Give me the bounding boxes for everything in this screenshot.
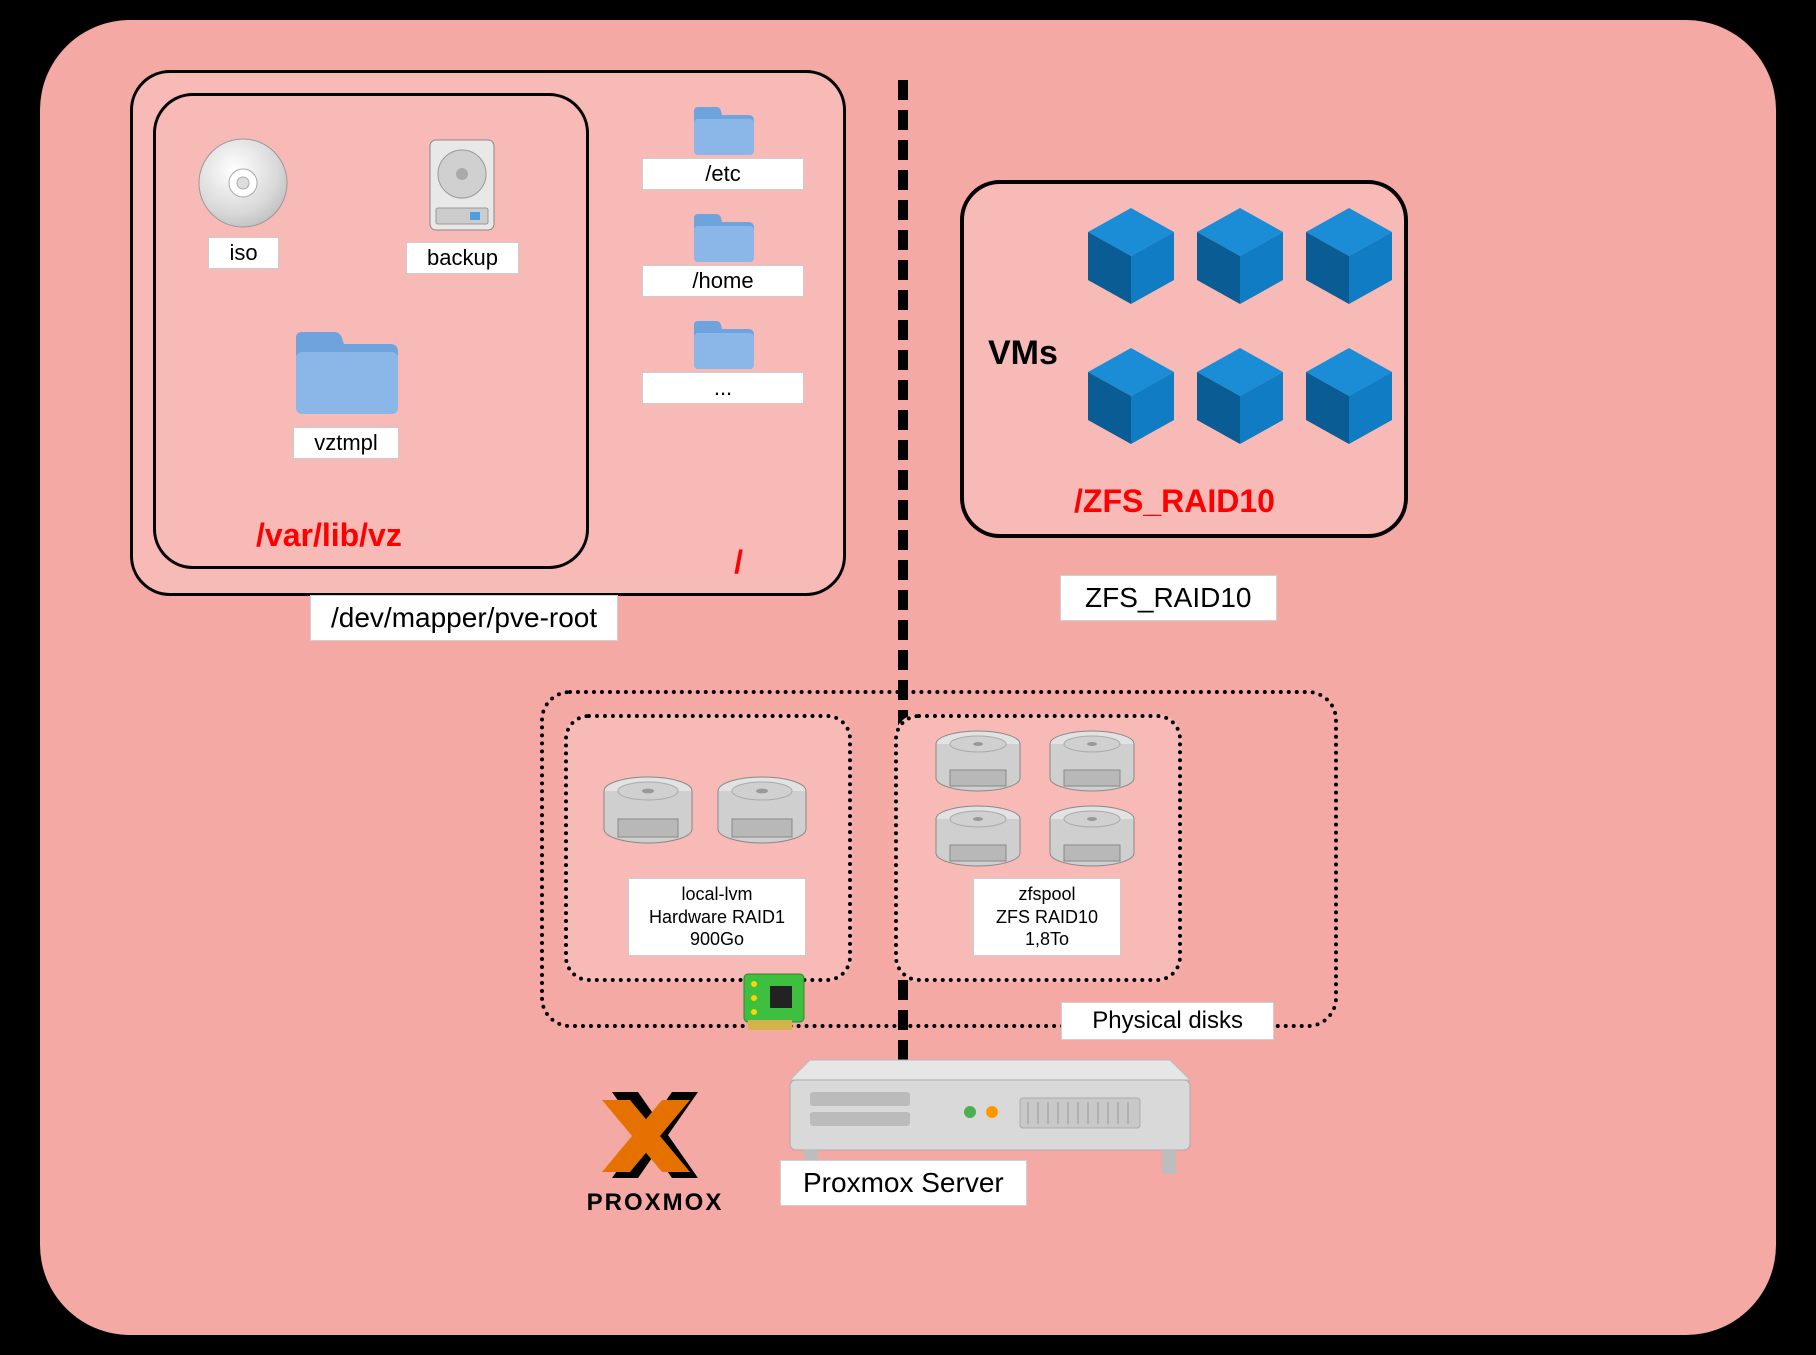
l3: 900Go xyxy=(690,929,744,949)
folder-etc-label: /etc xyxy=(642,158,804,190)
vz-box: iso backup vztmpl xyxy=(153,93,589,569)
hdd-icon xyxy=(712,773,812,851)
zfs-pool-label: ZFS_RAID10 xyxy=(1060,575,1277,621)
vztmpl-label: vztmpl xyxy=(293,427,399,459)
folder-more: ... xyxy=(633,317,813,404)
vz-path: /var/lib/vz xyxy=(256,517,402,554)
zfs-box: VMs /ZFS_RAID10 xyxy=(960,180,1408,538)
proxmox-brand: PROXMOX xyxy=(580,1189,730,1217)
raid-card-icon xyxy=(734,964,814,1034)
folder-home-label: /home xyxy=(642,265,804,297)
l1: local-lvm xyxy=(681,884,752,904)
proxmox-logo-icon xyxy=(580,1080,730,1190)
cube-icon xyxy=(1193,344,1288,449)
hdd-icon xyxy=(422,136,502,236)
folder-icon xyxy=(688,103,758,158)
iso-item: iso xyxy=(196,136,291,269)
folder-icon xyxy=(286,326,406,421)
disk-pair xyxy=(598,773,812,851)
backup-label: backup xyxy=(406,242,519,274)
physical-disks-label: Physical disks xyxy=(1061,1002,1274,1040)
r3: 1,8To xyxy=(1025,929,1069,949)
folder-icon xyxy=(688,317,758,372)
hdd-icon xyxy=(598,773,698,851)
disk-row xyxy=(928,728,1142,798)
cube-row-1 xyxy=(1084,204,1397,309)
vztmpl-item: vztmpl xyxy=(286,326,406,459)
zfs-path: /ZFS_RAID10 xyxy=(1074,483,1275,520)
root-folders: /etc /home ... xyxy=(633,103,813,424)
physical-disks-box: local-lvm Hardware RAID1 900Go zfspool Z… xyxy=(540,690,1338,1028)
folder-etc: /etc xyxy=(633,103,813,190)
cube-row-2 xyxy=(1084,344,1397,449)
disk-row xyxy=(928,803,1142,873)
folder-icon xyxy=(688,210,758,265)
hdd-icon xyxy=(1042,803,1142,873)
l2: Hardware RAID1 xyxy=(649,907,785,927)
hdd-icon xyxy=(1042,728,1142,798)
cube-icon xyxy=(1084,344,1179,449)
hdd-icon xyxy=(928,803,1028,873)
server xyxy=(760,1050,1190,1160)
pve-root-label: /dev/mapper/pve-root xyxy=(310,595,618,641)
iso-label: iso xyxy=(208,237,278,269)
backup-item: backup xyxy=(406,136,519,274)
disc-icon xyxy=(196,136,291,231)
root-path: / xyxy=(734,544,743,581)
hdd-icon xyxy=(928,728,1028,798)
folder-home: /home xyxy=(633,210,813,297)
local-lvm-label: local-lvm Hardware RAID1 900Go xyxy=(628,878,806,956)
r2: ZFS RAID10 xyxy=(996,907,1098,927)
folder-more-label: ... xyxy=(642,372,804,404)
zfspool-label: zfspool ZFS RAID10 1,8To xyxy=(973,878,1121,956)
pve-root-box: iso backup vztmpl xyxy=(130,70,846,596)
proxmox-logo: PROXMOX xyxy=(580,1080,730,1217)
cube-icon xyxy=(1084,204,1179,309)
cube-icon xyxy=(1193,204,1288,309)
cube-icon xyxy=(1302,344,1397,449)
main-panel: iso backup vztmpl xyxy=(40,20,1776,1335)
r1: zfspool xyxy=(1018,884,1075,904)
local-lvm-group: local-lvm Hardware RAID1 900Go xyxy=(564,714,852,982)
server-label: Proxmox Server xyxy=(780,1160,1027,1206)
cube-icon xyxy=(1302,204,1397,309)
vms-label: VMs xyxy=(988,334,1058,373)
zfspool-group: zfspool ZFS RAID10 1,8To xyxy=(894,714,1182,982)
